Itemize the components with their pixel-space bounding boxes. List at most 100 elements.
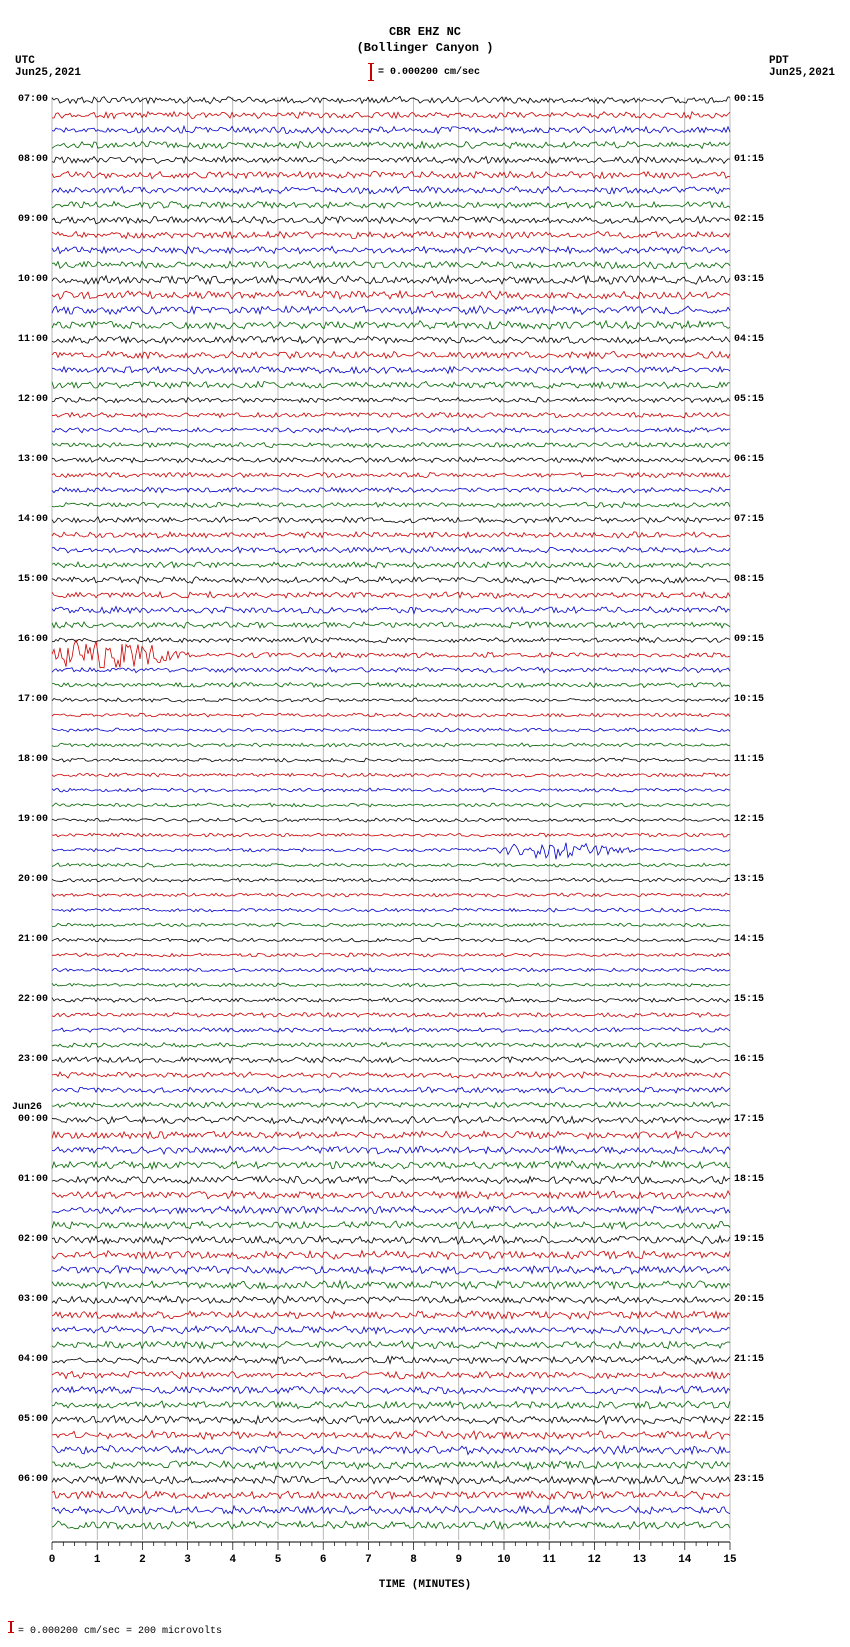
scale-indicator: = 0.000200 cm/sec <box>10 63 840 81</box>
trace-line <box>52 1057 730 1063</box>
utc-hour-label: 16:00 <box>10 634 48 645</box>
trace-line <box>52 788 730 792</box>
trace-line <box>52 306 730 315</box>
trace-line <box>52 1461 730 1470</box>
footer-scale-bar-icon <box>10 1621 12 1633</box>
trace-line <box>52 1296 730 1304</box>
utc-hour-label: 19:00 <box>10 814 48 825</box>
trace-line <box>52 577 730 584</box>
trace-line <box>52 291 730 300</box>
trace-line <box>52 1206 730 1214</box>
trace-line <box>52 1521 730 1529</box>
trace-line <box>52 157 730 164</box>
trace-line <box>52 412 730 417</box>
pdt-hour-label: 21:15 <box>734 1354 774 1365</box>
trace-line <box>52 1356 730 1364</box>
trace-line <box>52 1251 730 1260</box>
trace-line <box>52 141 730 148</box>
trace-line <box>52 622 730 629</box>
seismogram-container: UTC Jun25,2021 PDT Jun25,2021 CBR EHZ NC… <box>10 25 840 1637</box>
trace-line <box>52 186 730 193</box>
pdt-hour-label: 22:15 <box>734 1414 774 1425</box>
trace-line <box>52 1431 730 1440</box>
trace-line <box>52 246 730 253</box>
trace-line <box>52 953 730 957</box>
trace-line <box>52 640 730 668</box>
trace-line <box>52 803 730 807</box>
x-tick-label: 6 <box>320 1554 327 1566</box>
header: UTC Jun25,2021 PDT Jun25,2021 CBR EHZ NC… <box>10 25 840 95</box>
trace-line <box>52 397 730 402</box>
trace-line <box>52 773 730 777</box>
utc-hour-label: 23:00 <box>10 1054 48 1065</box>
pdt-hour-label: 00:15 <box>734 94 774 105</box>
footer-text: = 0.000200 cm/sec = 200 microvolts <box>18 1626 222 1637</box>
trace-line <box>52 321 730 329</box>
trace-line <box>52 1491 730 1500</box>
x-tick-label: 7 <box>365 1554 372 1566</box>
trace-line <box>52 381 730 388</box>
trace-line <box>52 863 730 867</box>
trace-line <box>52 517 730 523</box>
pdt-hour-label: 03:15 <box>734 274 774 285</box>
trace-line <box>52 427 730 432</box>
trace-line <box>52 1087 730 1093</box>
trace-line <box>52 351 730 358</box>
pdt-hour-label: 02:15 <box>734 214 774 225</box>
trace-line <box>52 126 730 133</box>
trace-line <box>52 1281 730 1290</box>
trace-line <box>52 637 730 642</box>
tz-left: UTC Jun25,2021 <box>15 55 81 79</box>
x-axis-label: TIME (MINUTES) <box>10 1579 840 1591</box>
trace-line <box>52 908 730 912</box>
trace-line <box>52 231 730 238</box>
trace-line <box>52 1326 730 1334</box>
trace-line <box>52 1266 730 1274</box>
pdt-hour-label: 14:15 <box>734 934 774 945</box>
tz-right: PDT Jun25,2021 <box>769 55 835 79</box>
trace-line <box>52 457 730 462</box>
pdt-hour-label: 15:15 <box>734 994 774 1005</box>
trace-line <box>52 743 730 747</box>
tz-right-label: PDT <box>769 55 835 67</box>
x-tick-label: 4 <box>229 1554 236 1566</box>
trace-line <box>52 713 730 717</box>
pdt-hour-label: 11:15 <box>734 754 774 765</box>
station-code: CBR EHZ NC <box>10 25 840 39</box>
pdt-hour-label: 07:15 <box>734 514 774 525</box>
utc-hour-label: 14:00 <box>10 514 48 525</box>
trace-line <box>52 998 730 1003</box>
trace-line <box>52 1131 730 1139</box>
trace-line <box>52 683 730 688</box>
pdt-hour-label: 23:15 <box>734 1474 774 1485</box>
utc-hour-label: 01:00 <box>10 1174 48 1185</box>
utc-hour-label: 11:00 <box>10 334 48 345</box>
utc-hour-label: 22:00 <box>10 994 48 1005</box>
trace-line <box>52 336 730 343</box>
pdt-hour-label: 20:15 <box>734 1294 774 1305</box>
utc-hour-label: 18:00 <box>10 754 48 765</box>
x-tick-label: 12 <box>588 1554 601 1566</box>
trace-line <box>52 472 730 477</box>
trace-line <box>52 698 730 702</box>
station-name: (Bollinger Canyon ) <box>10 41 840 55</box>
pdt-hour-label: 01:15 <box>734 154 774 165</box>
trace-line <box>52 893 730 897</box>
trace-line <box>52 276 730 285</box>
tz-left-date: Jun25,2021 <box>15 67 81 79</box>
pdt-hour-label: 10:15 <box>734 694 774 705</box>
utc-hour-label: 04:00 <box>10 1354 48 1365</box>
trace-line <box>52 1072 730 1078</box>
trace-line <box>52 1446 730 1455</box>
utc-day-label: Jun26 <box>12 1102 50 1113</box>
trace-line <box>52 562 730 568</box>
pdt-hour-label: 12:15 <box>734 814 774 825</box>
x-tick-label: 15 <box>723 1554 737 1566</box>
utc-hour-label: 12:00 <box>10 394 48 405</box>
trace-line <box>52 667 730 673</box>
trace-line <box>52 878 730 882</box>
trace-line <box>52 502 730 508</box>
trace-line <box>52 818 730 822</box>
utc-hour-label: 05:00 <box>10 1414 48 1425</box>
pdt-hour-label: 19:15 <box>734 1234 774 1245</box>
